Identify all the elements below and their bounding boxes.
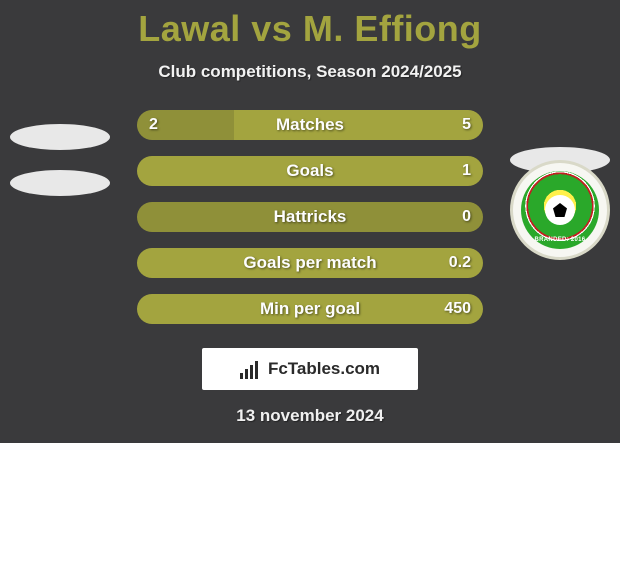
subtitle: Club competitions, Season 2024/2025 (0, 62, 620, 82)
stat-bars: 2 Matches 5 Goals 1 Hattricks 0 Goals per match… (137, 110, 483, 324)
stat-bar: Goals per match 0.2 (137, 248, 483, 278)
player2-club-logo: BRANDED: 2016 (510, 160, 610, 260)
stat-bar: Hattricks 0 (137, 202, 483, 232)
title-vs: vs (251, 8, 292, 49)
stat-bar: 2 Matches 5 (137, 110, 483, 140)
stat-value-right: 0.2 (449, 254, 471, 272)
stat-value-right: 5 (462, 116, 471, 134)
stat-label: Goals (286, 161, 333, 181)
date-text: 13 november 2024 (0, 406, 620, 426)
player1-name: Lawal (138, 8, 241, 49)
avatar-placeholder-icon (10, 124, 110, 150)
page-title: Lawal vs M. Effiong (0, 0, 620, 50)
club-logo-text: BRANDED: 2016 (521, 237, 599, 243)
bar-fill-right (234, 110, 483, 140)
stat-value-left: 2 (149, 116, 158, 134)
brand-badge[interactable]: FcTables.com (202, 348, 418, 390)
player1-avatar (10, 110, 110, 210)
stat-value-right: 450 (444, 300, 471, 318)
stat-value-right: 0 (462, 208, 471, 226)
football-icon (545, 195, 575, 225)
stat-value-right: 1 (462, 162, 471, 180)
stat-label: Min per goal (260, 299, 360, 319)
avatar-placeholder-icon (10, 170, 110, 196)
player2-name: M. Effiong (303, 8, 482, 49)
comparison-panel: Lawal vs M. Effiong Club competitions, S… (0, 0, 620, 443)
stat-label: Matches (276, 115, 344, 135)
stat-label: Hattricks (274, 207, 347, 227)
club-logo-icon: BRANDED: 2016 (521, 171, 599, 249)
comparison-area: BRANDED: 2016 2 Matches 5 Goals 1 Hattricks 0 G… (0, 110, 620, 324)
stat-bar: Goals 1 (137, 156, 483, 186)
stat-label: Goals per match (243, 253, 376, 273)
chart-icon (240, 359, 262, 379)
stat-bar: Min per goal 450 (137, 294, 483, 324)
brand-text: FcTables.com (268, 359, 380, 379)
